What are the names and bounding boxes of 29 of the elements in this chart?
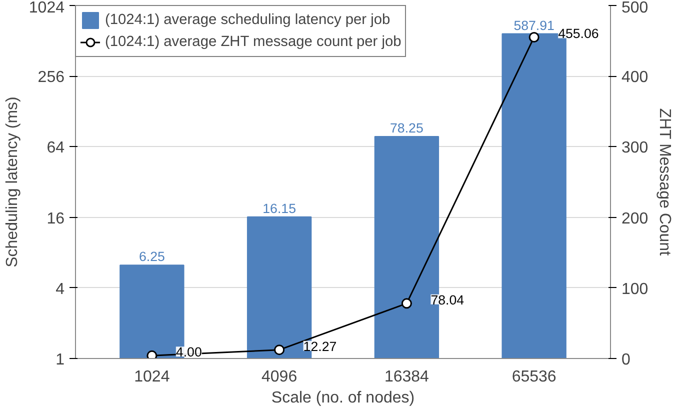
x-tick-label: 65536 [512, 368, 556, 386]
y-tick-label: 256 [38, 69, 65, 86]
data-label: 455.06 [558, 26, 599, 42]
legend-label: (1024:1) average scheduling latency per job [105, 12, 390, 28]
y-tick-label: 4 [56, 280, 65, 298]
y2-tick-label: 0 [622, 352, 630, 368]
data-label: 6.25 [138, 249, 165, 264]
data-label: 12.27 [303, 338, 337, 354]
x-tick-label: 16384 [384, 368, 430, 386]
y2-tick-label: 300 [622, 140, 648, 157]
data-label: 587.91 [514, 18, 554, 33]
data-label: 78.25 [390, 120, 424, 136]
y2-tick-label: 500 [622, 0, 648, 16]
x-tick-label: 1024 [134, 368, 170, 386]
y-tick-label: 16 [46, 210, 65, 228]
y-tick-label: 1 [56, 352, 65, 368]
x-axis-title: Scale (no. of nodes) [271, 390, 415, 406]
data-label: 16.15 [262, 200, 296, 216]
data-label: 4.00 [176, 344, 202, 360]
y-axis-title: Scheduling latency (ms) [4, 96, 21, 268]
y2-tick-label: 400 [622, 69, 648, 86]
legend-label: (1024:1) average ZHT message count per job [105, 34, 402, 50]
data-label: 78.04 [430, 292, 465, 308]
y2-tick-label: 200 [622, 210, 648, 228]
y-tick-label: 64 [46, 140, 65, 157]
y-tick-label: 1024 [28, 0, 65, 16]
y2-tick-label: 100 [622, 280, 648, 298]
y2-axis-title: ZHT Message Count [656, 108, 674, 256]
x-tick-label: 4096 [262, 368, 298, 386]
